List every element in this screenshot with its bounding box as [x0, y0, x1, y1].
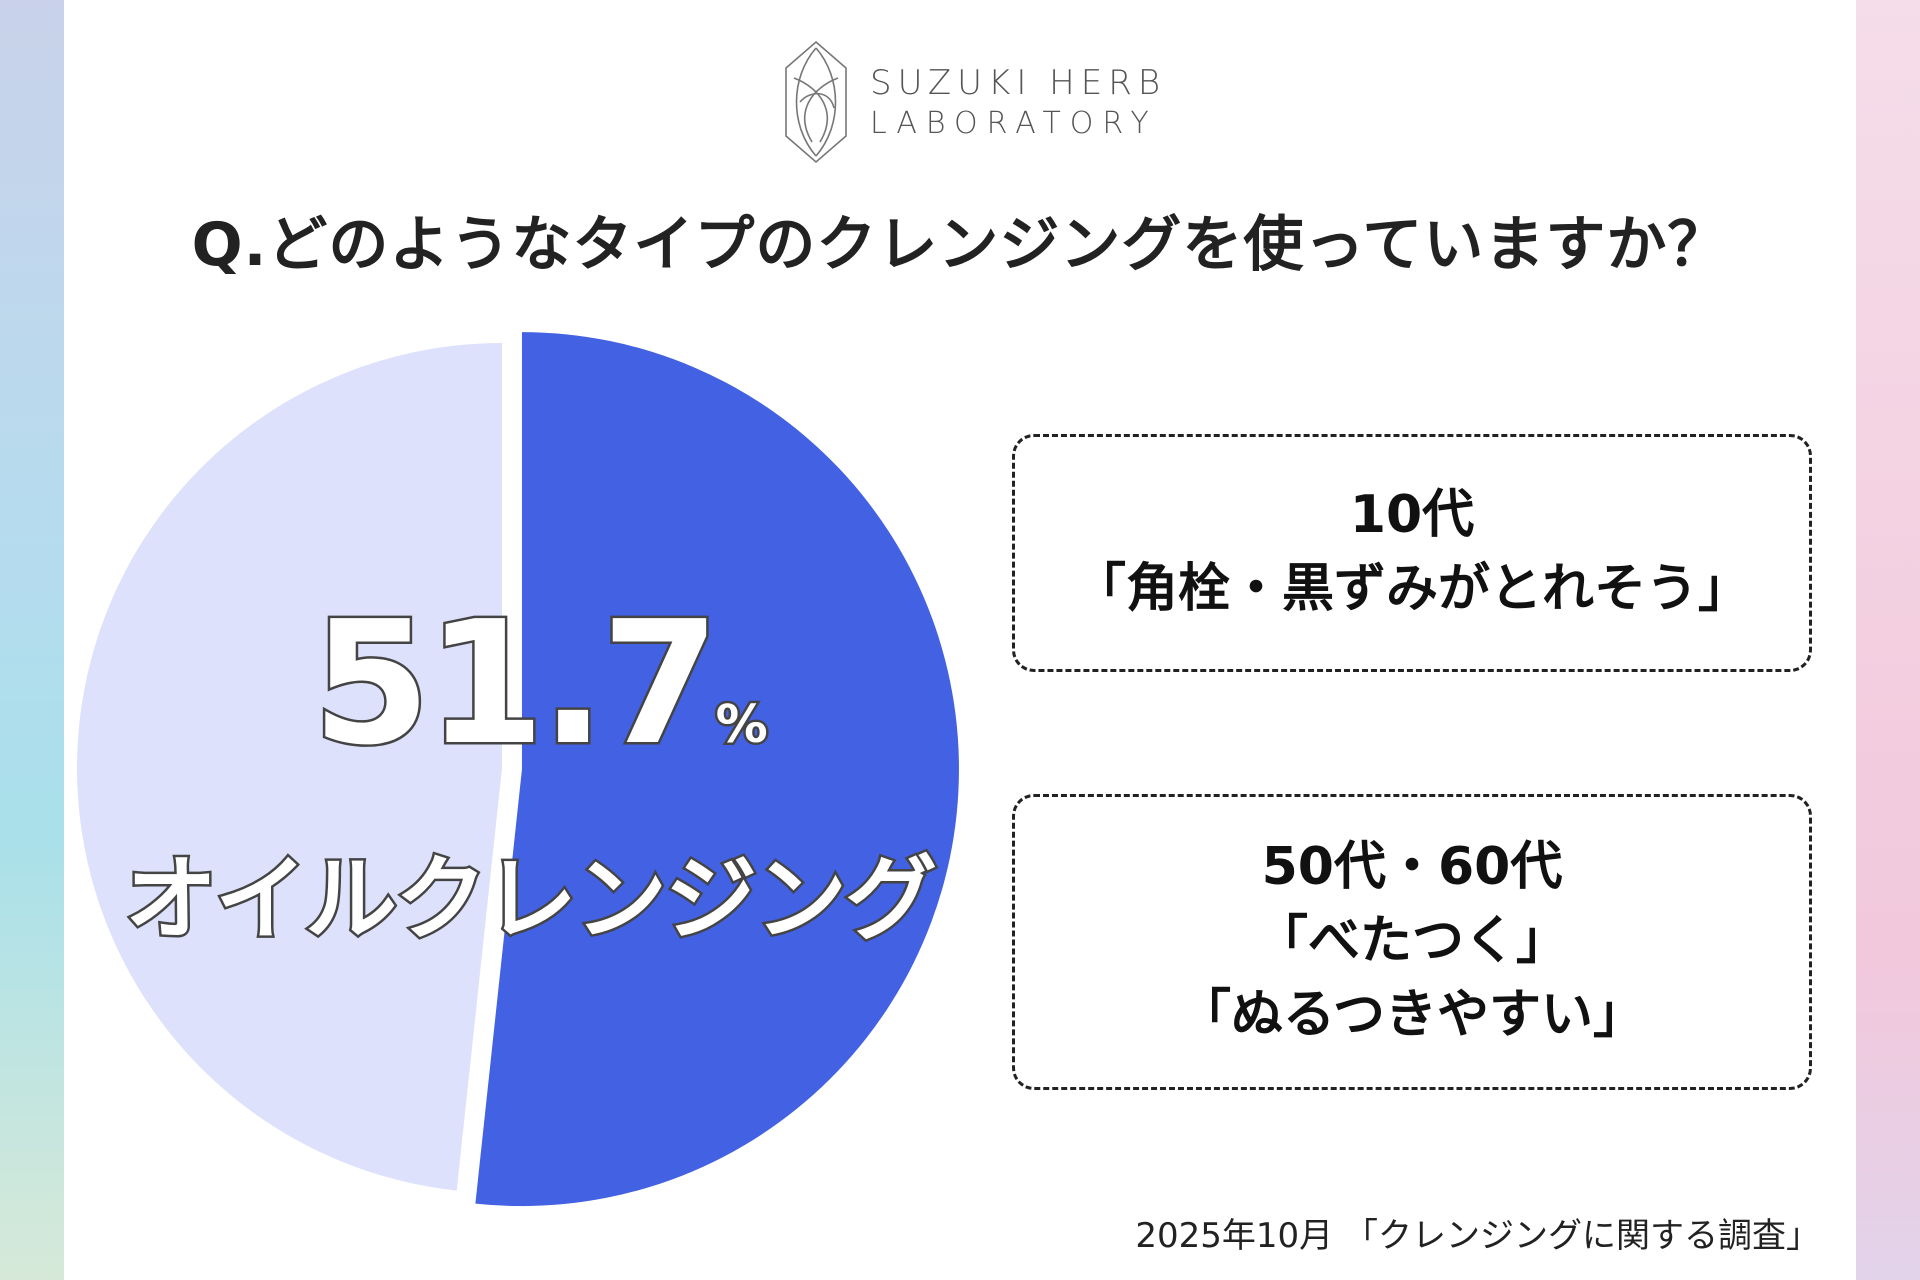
callout-box-teens: 10代 「角栓・黒ずみがとれそう」 [1012, 434, 1812, 672]
survey-footnote: 2025年10月 「クレンジングに関する調査」 [1135, 1216, 1820, 1256]
callout-line: 「ぬるつきやすい」 [1179, 984, 1645, 1045]
brand-logo: SUZUKI HERB LABORATORY [780, 38, 1166, 166]
pie-slice [475, 332, 959, 1207]
highlight-percentage: 51.7% [310, 583, 771, 786]
brand-name: SUZUKI HERB LABORATORY [870, 62, 1166, 142]
highlight-label: オイルクレンジング [122, 844, 939, 956]
leaf-emblem-icon [780, 38, 852, 166]
callout-box-50s-60s: 50代・60代 「べたつく」 「ぬるつきやすい」 [1012, 794, 1812, 1090]
pie-slice [77, 343, 502, 1191]
callout-line: 10代 [1349, 485, 1475, 546]
highlight-value: 51.7 [310, 583, 722, 786]
brand-name-line2: LABORATORY [870, 105, 1158, 141]
highlight-unit: % [713, 693, 770, 758]
callout-line: 50代・60代 [1261, 837, 1563, 898]
pie-chart [77, 332, 959, 1207]
left-gradient-border [0, 0, 64, 1280]
callout-line: 「角栓・黒ずみがとれそう」 [1073, 559, 1750, 619]
callout-line: 「べたつく」 [1255, 911, 1568, 972]
brand-name-line1: SUZUKI HERB [870, 63, 1167, 103]
right-gradient-border [1856, 0, 1920, 1280]
survey-question: Q.どのようなタイプのクレンジングを使っていますか？ [191, 210, 1729, 280]
